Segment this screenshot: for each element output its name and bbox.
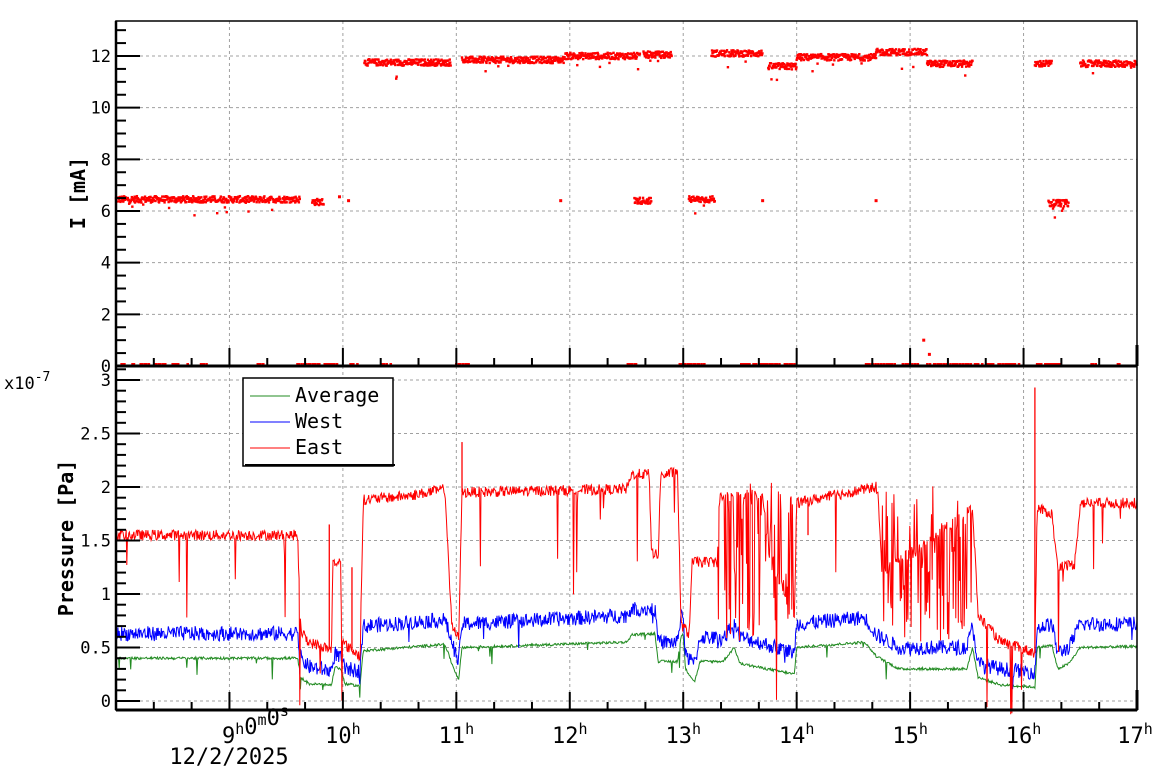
legend-east-label: East: [295, 435, 343, 459]
svg-text:15h: 15h: [892, 720, 928, 749]
current-y-axis-title: I [mA]: [66, 157, 90, 229]
svg-text:2.5: 2.5: [80, 425, 111, 445]
pressure-data-lines: [115, 387, 1138, 715]
svg-text:14h: 14h: [779, 720, 815, 749]
svg-text:8: 8: [101, 150, 111, 170]
svg-text:13h: 13h: [665, 720, 701, 749]
svg-text:0.5: 0.5: [80, 639, 111, 659]
svg-text:2: 2: [101, 305, 111, 325]
svg-text:17h: 17h: [1117, 720, 1153, 749]
current-grid: [116, 21, 1138, 366]
legend-west-label: West: [295, 409, 343, 433]
svg-text:12: 12: [91, 47, 111, 67]
svg-text:1.5: 1.5: [80, 532, 111, 552]
svg-text:12h: 12h: [552, 720, 588, 749]
svg-text:2: 2: [101, 478, 111, 498]
svg-text:9h0m0s: 9h0m0s: [222, 702, 289, 749]
axes-frame: [114, 20, 1139, 712]
legend-average-label: Average: [295, 383, 379, 407]
legend: Average West East: [242, 377, 395, 467]
current-data-points: [114, 47, 1138, 366]
svg-text:1: 1: [101, 585, 111, 605]
x-axis-date-label: 12/2/2025: [169, 745, 288, 770]
svg-text:10: 10: [91, 99, 111, 119]
axis-tick-labels: 0 2 4 6 8 10 12 0 0.5 1 1.5 2 2.5 3 9h0m0s 10h 11h 12h 13h…: [80, 47, 1152, 749]
svg-text:0: 0: [101, 692, 111, 712]
svg-text:4: 4: [101, 254, 111, 274]
svg-text:16h: 16h: [1006, 720, 1042, 749]
svg-text:3: 3: [101, 371, 111, 391]
svg-text:0: 0: [101, 357, 111, 377]
svg-text:10h: 10h: [325, 720, 361, 749]
svg-text:6: 6: [101, 202, 111, 222]
pressure-y-axis-title: Pressure [Pa]: [54, 460, 78, 617]
svg-text:11h: 11h: [439, 720, 475, 749]
axis-ticks: [115, 29, 1138, 710]
pressure-multiplier: x10-7: [4, 370, 50, 394]
